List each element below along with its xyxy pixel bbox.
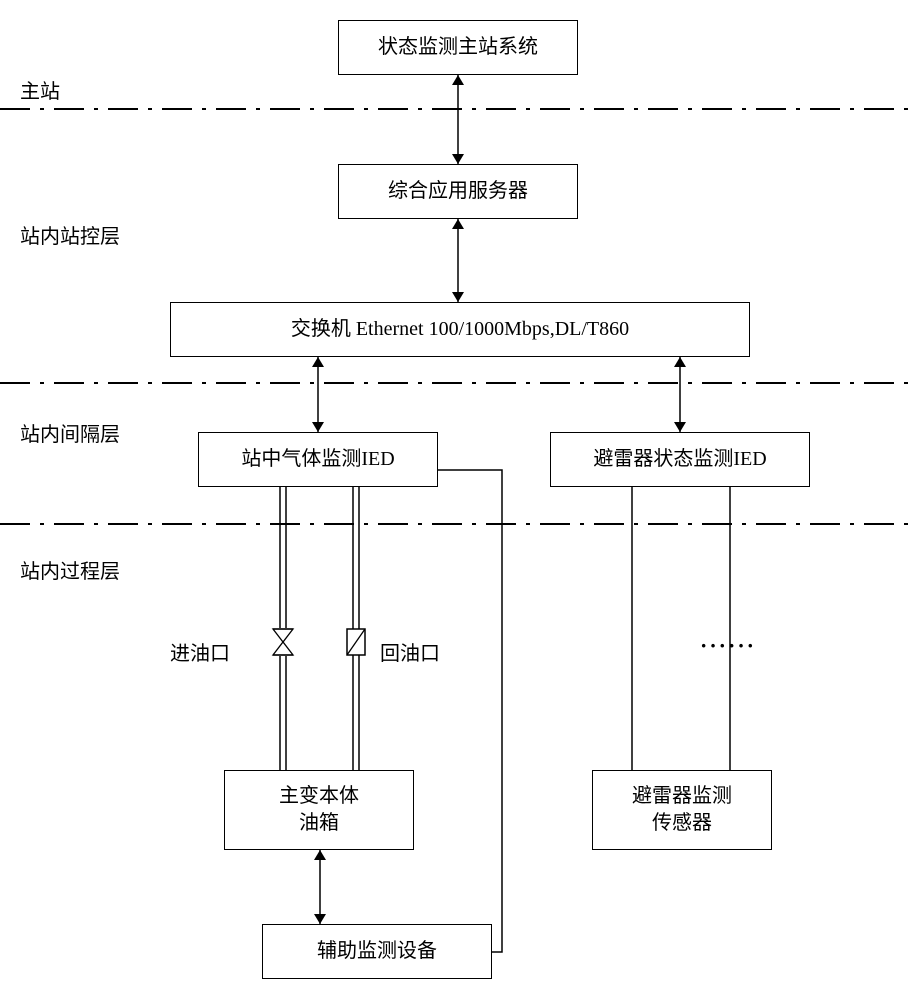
node-gasied: 站中气体监测IED	[198, 432, 438, 487]
pipe-pipe_out	[0, 0, 910, 1000]
pipe-pipe_in	[0, 0, 910, 1000]
inlet-valve-icon	[273, 628, 293, 656]
node-arried: 避雷器状态监测IED	[550, 432, 810, 487]
node-switch: 交换机 Ethernet 100/1000Mbps,DL/T860	[170, 302, 750, 357]
edge	[0, 0, 910, 1000]
aux-link	[0, 0, 910, 1000]
edge	[0, 0, 910, 1000]
node-tank: 主变本体 油箱	[224, 770, 414, 850]
layer-divider	[0, 108, 910, 110]
edge	[0, 0, 910, 1000]
layer-label-layer4: 站内过程层	[20, 555, 120, 584]
layer-label-layer3: 站内间隔层	[20, 418, 120, 447]
port-label-inlet: 进油口	[170, 637, 230, 666]
diagram-canvas: 主站站内站控层站内间隔层站内过程层 状态监测主站系统综合应用服务器交换机 Ethe…	[0, 0, 910, 1000]
ellipsis-icon: ······	[700, 633, 756, 659]
layer-label-layer2: 站内站控层	[20, 220, 120, 249]
sensor-line	[0, 0, 910, 1000]
layer-label-layer1: 主站	[20, 75, 60, 104]
layer-divider	[0, 382, 910, 384]
node-arrsensor: 避雷器监测 传感器	[592, 770, 772, 850]
node-appserver: 综合应用服务器	[338, 164, 578, 219]
edge	[0, 0, 910, 1000]
port-label-outlet: 回油口	[380, 637, 440, 666]
outlet-valve-icon	[346, 628, 366, 656]
node-aux: 辅助监测设备	[262, 924, 492, 979]
layer-divider	[0, 523, 910, 525]
sensor-line	[0, 0, 910, 1000]
edge	[0, 0, 910, 1000]
node-master: 状态监测主站系统	[338, 20, 578, 75]
